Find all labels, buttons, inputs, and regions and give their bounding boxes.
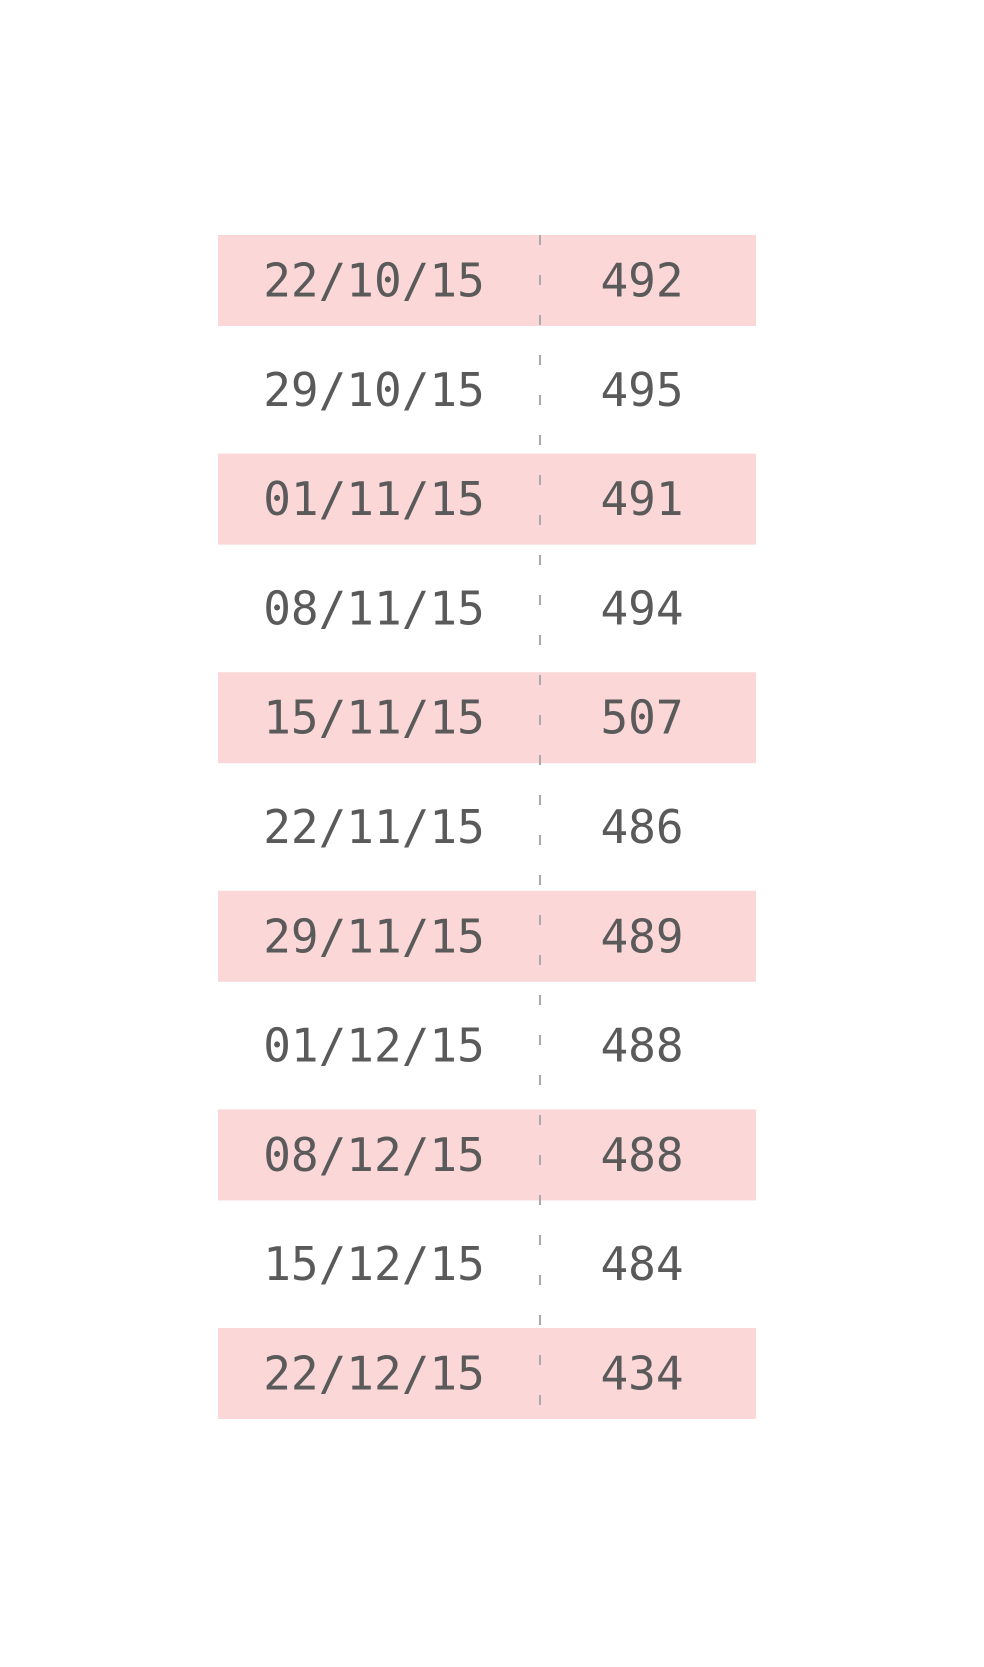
- date-cell: 08/11/15: [263, 581, 485, 635]
- table-row: 08/12/15 488: [263, 1128, 683, 1182]
- table-row: 15/12/15 484: [263, 1237, 683, 1291]
- date-cell: 29/10/15: [263, 363, 485, 417]
- date-cell: 22/10/15: [263, 254, 485, 308]
- table-row: 01/12/15 488: [263, 1019, 683, 1073]
- value-cell: 488: [600, 1019, 683, 1073]
- row-band: [218, 890, 756, 982]
- value-cell: 495: [600, 363, 683, 417]
- date-cell: 29/11/15: [263, 909, 485, 963]
- row-band: [218, 1328, 756, 1419]
- row-band: [218, 672, 756, 764]
- value-cell: 434: [600, 1347, 683, 1401]
- date-cell: 15/11/15: [263, 691, 485, 745]
- date-cell: 22/12/15: [263, 1347, 485, 1401]
- table-row: 01/11/15 491: [263, 472, 683, 526]
- table-row: 22/11/15 486: [263, 800, 683, 854]
- table-row: 08/11/15 494: [263, 581, 683, 635]
- value-cell: 507: [600, 691, 683, 745]
- row-band: [218, 235, 756, 326]
- date-cell: 22/11/15: [263, 800, 485, 854]
- row-bands: [218, 235, 756, 1419]
- value-cell: 488: [600, 1128, 683, 1182]
- value-cell: 492: [600, 254, 683, 308]
- value-cell: 491: [600, 472, 683, 526]
- value-cell: 484: [600, 1237, 683, 1291]
- table-row: 29/11/15 489: [263, 909, 683, 963]
- table-row: 29/10/15 495: [263, 363, 683, 417]
- row-band: [218, 1109, 756, 1201]
- table-cells: 22/10/15 492 29/10/15 495 01/11/15 491 08/11/1…: [263, 254, 683, 1401]
- table-row: 15/11/15 507: [263, 691, 683, 745]
- table-row: 22/12/15 434: [263, 1347, 683, 1401]
- date-cell: 01/11/15: [263, 472, 485, 526]
- table-row: 22/10/15 492: [263, 254, 683, 308]
- row-band: [218, 453, 756, 545]
- date-cell: 08/12/15: [263, 1128, 485, 1182]
- value-cell: 486: [600, 800, 683, 854]
- value-cell: 494: [600, 581, 683, 635]
- value-cell: 489: [600, 909, 683, 963]
- date-cell: 01/12/15: [263, 1019, 485, 1073]
- date-cell: 15/12/15: [263, 1237, 485, 1291]
